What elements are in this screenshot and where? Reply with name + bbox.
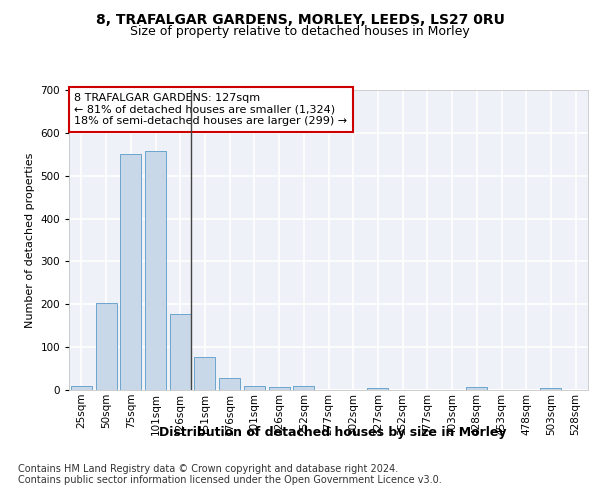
Bar [466,387,487,390]
Bar [145,152,166,390]
Bar [170,314,191,390]
Text: Contains public sector information licensed under the Open Government Licence v3: Contains public sector information licen… [18,475,442,485]
Bar [194,357,215,390]
Bar [367,388,388,390]
Y-axis label: Number of detached properties: Number of detached properties [25,152,35,328]
Text: Distribution of detached houses by size in Morley: Distribution of detached houses by size … [159,426,507,439]
Text: Size of property relative to detached houses in Morley: Size of property relative to detached ho… [130,25,470,38]
Text: 8 TRAFALGAR GARDENS: 127sqm
← 81% of detached houses are smaller (1,324)
18% of : 8 TRAFALGAR GARDENS: 127sqm ← 81% of det… [74,93,347,126]
Text: Contains HM Land Registry data © Crown copyright and database right 2024.: Contains HM Land Registry data © Crown c… [18,464,398,474]
Bar [269,387,290,390]
Bar [95,303,116,390]
Bar [219,378,240,390]
Bar [293,386,314,390]
Bar [71,386,92,390]
Bar [244,386,265,390]
Bar [541,388,562,390]
Bar [120,154,141,390]
Text: 8, TRAFALGAR GARDENS, MORLEY, LEEDS, LS27 0RU: 8, TRAFALGAR GARDENS, MORLEY, LEEDS, LS2… [95,12,505,26]
